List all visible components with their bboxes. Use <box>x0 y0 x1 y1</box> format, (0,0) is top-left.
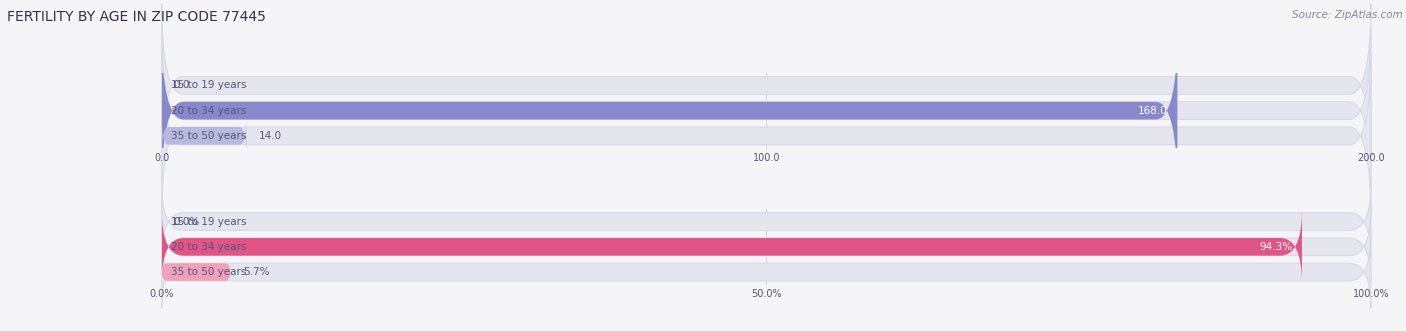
FancyBboxPatch shape <box>162 54 1371 218</box>
Text: 168.0: 168.0 <box>1137 106 1168 116</box>
Text: Source: ZipAtlas.com: Source: ZipAtlas.com <box>1292 10 1403 20</box>
FancyBboxPatch shape <box>162 185 1371 258</box>
FancyBboxPatch shape <box>162 235 1371 308</box>
Text: 15 to 19 years: 15 to 19 years <box>172 80 247 90</box>
FancyBboxPatch shape <box>162 29 1371 193</box>
Text: 14.0: 14.0 <box>259 131 281 141</box>
Text: 0.0: 0.0 <box>174 80 190 90</box>
Text: 20 to 34 years: 20 to 34 years <box>172 106 246 116</box>
FancyBboxPatch shape <box>162 117 246 155</box>
Text: 15 to 19 years: 15 to 19 years <box>172 216 247 227</box>
FancyBboxPatch shape <box>162 263 231 281</box>
Text: 20 to 34 years: 20 to 34 years <box>172 242 246 252</box>
Text: 5.7%: 5.7% <box>243 267 269 277</box>
FancyBboxPatch shape <box>162 3 1371 167</box>
Text: 94.3%: 94.3% <box>1260 242 1292 252</box>
FancyBboxPatch shape <box>162 210 1371 283</box>
FancyBboxPatch shape <box>162 29 1177 193</box>
Text: 0.0%: 0.0% <box>174 216 200 227</box>
Text: 35 to 50 years: 35 to 50 years <box>172 267 246 277</box>
Text: FERTILITY BY AGE IN ZIP CODE 77445: FERTILITY BY AGE IN ZIP CODE 77445 <box>7 10 266 24</box>
Text: 35 to 50 years: 35 to 50 years <box>172 131 246 141</box>
FancyBboxPatch shape <box>162 210 1302 283</box>
